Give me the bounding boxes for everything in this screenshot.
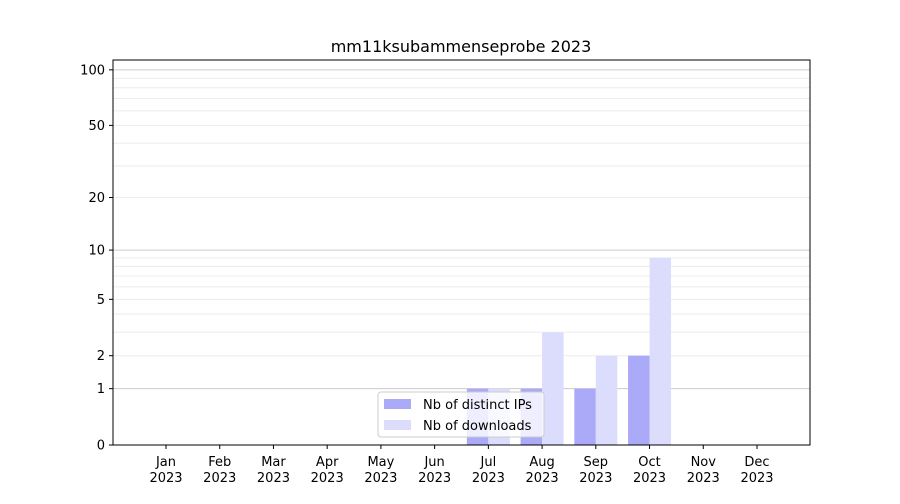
x-tick-label: Jul 2023 xyxy=(472,455,505,486)
y-tick-label: 2 xyxy=(97,349,105,364)
legend-label-ips: Nb of distinct IPs xyxy=(423,398,532,413)
y-tick-label: 0 xyxy=(97,439,105,454)
bar-distinct-ips xyxy=(574,388,596,445)
x-tick-label: Apr 2023 xyxy=(311,455,344,486)
x-tick-label: Oct 2023 xyxy=(633,455,666,486)
bar-downloads xyxy=(595,355,618,445)
chart-title: mm11ksubammenseprobe 2023 xyxy=(331,37,592,56)
x-tick-label: Feb 2023 xyxy=(203,455,236,486)
legend-swatch-ips xyxy=(384,399,411,409)
x-tick-label: Aug 2023 xyxy=(526,455,559,486)
y-tick-label: 5 xyxy=(97,293,105,308)
legend-label-downloads: Nb of downloads xyxy=(423,419,532,434)
bar-downloads xyxy=(649,257,672,445)
x-tick-label: Jun 2023 xyxy=(418,455,451,486)
y-tick-label: 50 xyxy=(88,119,105,134)
x-tick-label: Jan 2023 xyxy=(149,455,182,486)
y-tick-label: 20 xyxy=(88,191,105,206)
x-tick-label: Mar 2023 xyxy=(257,455,290,486)
bar-distinct-ips xyxy=(628,355,650,445)
x-tick-label: Dec 2023 xyxy=(740,455,773,486)
x-tick-label: Nov 2023 xyxy=(687,455,720,486)
legend-swatch-downloads xyxy=(384,420,411,430)
y-tick-label: 1 xyxy=(97,382,105,397)
x-tick-label: Sep 2023 xyxy=(579,455,612,486)
y-tick-label: 100 xyxy=(80,63,105,78)
plot-frame xyxy=(112,59,811,446)
legend: Nb of distinct IPs Nb of downloads xyxy=(377,391,545,438)
y-tick-label: 10 xyxy=(88,244,105,259)
x-tick-label: May 2023 xyxy=(364,455,397,486)
bar-downloads xyxy=(542,332,564,445)
